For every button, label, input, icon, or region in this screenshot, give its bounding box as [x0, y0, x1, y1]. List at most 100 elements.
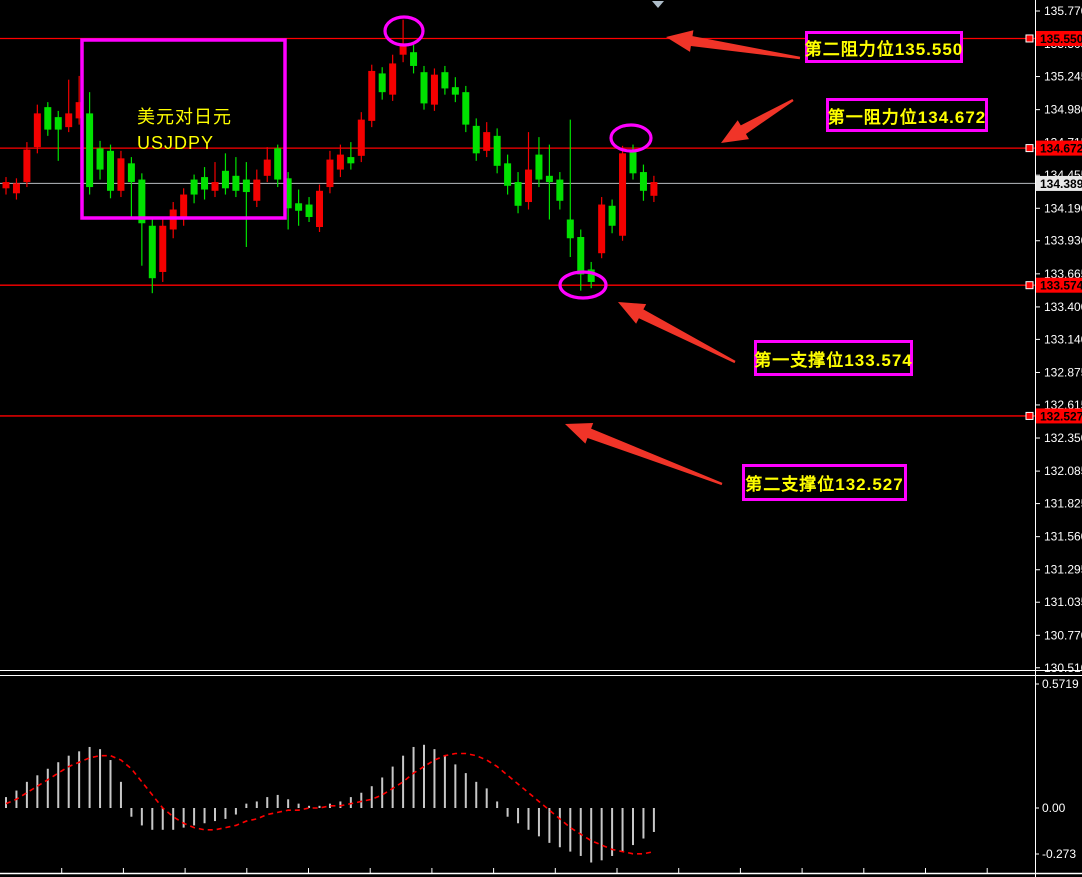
ellipse-low[interactable]: [558, 270, 608, 300]
support-1-handle[interactable]: [1025, 281, 1034, 290]
candle-body: [263, 159, 271, 176]
candle-body: [619, 153, 627, 236]
resistance-1-handle[interactable]: [1025, 144, 1034, 153]
candle: [295, 189, 303, 226]
candle-body: [274, 148, 282, 180]
candle-body: [138, 179, 146, 224]
candle-body: [399, 43, 407, 55]
candle-body: [462, 92, 470, 125]
candle: [201, 167, 209, 200]
candle: [587, 261, 595, 289]
candle-body: [211, 182, 219, 191]
candle-body: [159, 225, 167, 272]
candle-body: [2, 182, 10, 189]
support-2-handle[interactable]: [1025, 411, 1034, 420]
ellipse-peak[interactable]: [383, 15, 425, 47]
candle: [451, 77, 459, 103]
candle: [96, 140, 104, 180]
candle-body: [535, 154, 543, 180]
candle-body: [54, 117, 62, 130]
price-axis-label: 130.770: [1044, 628, 1082, 642]
candle: [12, 178, 20, 200]
candle: [169, 202, 177, 239]
ellipse-retest[interactable]: [609, 123, 653, 153]
label-resistance-2[interactable]: 第二阻力位135.550: [805, 31, 963, 63]
candle-body: [525, 169, 532, 203]
candle: [504, 154, 512, 195]
current-price-badge-label: 134.389: [1040, 177, 1082, 191]
candle: [242, 162, 250, 247]
price-axis-label: 134.190: [1044, 201, 1082, 215]
candle: [399, 19, 407, 63]
resistance-2-price-badge: [1036, 30, 1082, 46]
candle: [305, 197, 313, 223]
candle: [107, 144, 114, 199]
indicator-axis-label: 0.5719: [1042, 677, 1079, 691]
support-2-price-badge: [1036, 408, 1082, 424]
candle: [253, 169, 261, 208]
candle-body: [556, 179, 564, 201]
candle: [336, 144, 344, 178]
arrow-to-support-1[interactable]: [618, 302, 736, 364]
price-axis-label: 135.245: [1044, 70, 1082, 84]
candle: [556, 172, 564, 210]
candle-body: [284, 178, 292, 209]
candle-body: [180, 194, 188, 219]
candle: [316, 184, 323, 233]
chart-shift-marker[interactable]: [652, 1, 664, 8]
support-2-price-badge-label: 132.527: [1040, 409, 1082, 423]
label-support-1[interactable]: 第一支撑位133.574: [754, 340, 913, 376]
candle-body: [295, 203, 303, 211]
price-axis-label: 133.400: [1044, 300, 1082, 314]
indicator-axis-label: -0.273: [1042, 847, 1076, 861]
candle: [54, 110, 62, 161]
symbol-code: USJDPY: [137, 133, 215, 153]
candle: [75, 75, 83, 125]
label-support-2[interactable]: 第二支撑位132.527: [742, 464, 907, 501]
price-axis-label: 133.665: [1044, 267, 1082, 281]
candle: [483, 122, 491, 158]
candle-body: [221, 170, 229, 189]
price-axis-label: 131.295: [1044, 563, 1082, 577]
candle-body: [201, 177, 209, 190]
candle: [33, 104, 41, 154]
label-resistance-1[interactable]: 第一阻力位134.672: [826, 98, 988, 132]
candle-body: [368, 70, 376, 121]
resistance-2-price-badge-label: 135.550: [1040, 32, 1082, 46]
candle-body: [441, 72, 449, 89]
arrow-to-resistance-1[interactable]: [721, 99, 794, 143]
candle: [159, 218, 167, 282]
candle-body: [96, 148, 104, 170]
arrow-to-support-2[interactable]: [565, 423, 723, 486]
candle-body: [44, 107, 52, 130]
price-axis-label: 132.350: [1044, 431, 1082, 445]
candle-body: [86, 113, 94, 188]
range-rectangle[interactable]: [80, 38, 287, 220]
candle: [263, 147, 271, 183]
symbol-label[interactable]: 美元对日元 USJDPY: [137, 104, 232, 156]
candle-body: [577, 236, 585, 275]
candle: [608, 199, 616, 234]
candle-body: [472, 125, 480, 154]
candle-body: [420, 72, 428, 104]
arrow-to-resistance-2[interactable]: [666, 30, 801, 60]
candle-body: [33, 113, 41, 148]
candle-body: [75, 102, 83, 119]
candle: [148, 219, 156, 294]
price-axis[interactable]: 135.770135.505135.245134.980134.715134.4…: [1035, 4, 1082, 675]
price-axis-label: 132.875: [1044, 365, 1082, 379]
macd-signal-line: [5, 752, 655, 855]
candle-body: [347, 157, 355, 164]
candle-body: [483, 132, 491, 151]
candle-body: [545, 175, 553, 183]
candle: [274, 144, 282, 188]
candle: [117, 150, 125, 198]
candle-body: [305, 204, 313, 218]
price-axis-label: 131.825: [1044, 497, 1082, 511]
candle-body: [190, 179, 198, 195]
candle: [535, 137, 543, 188]
resistance-2-handle[interactable]: [1025, 34, 1034, 43]
indicator-axis[interactable]: 0.5719 0.00 -0.273: [1035, 677, 1079, 861]
resistance-1-price-badge: [1036, 140, 1082, 156]
